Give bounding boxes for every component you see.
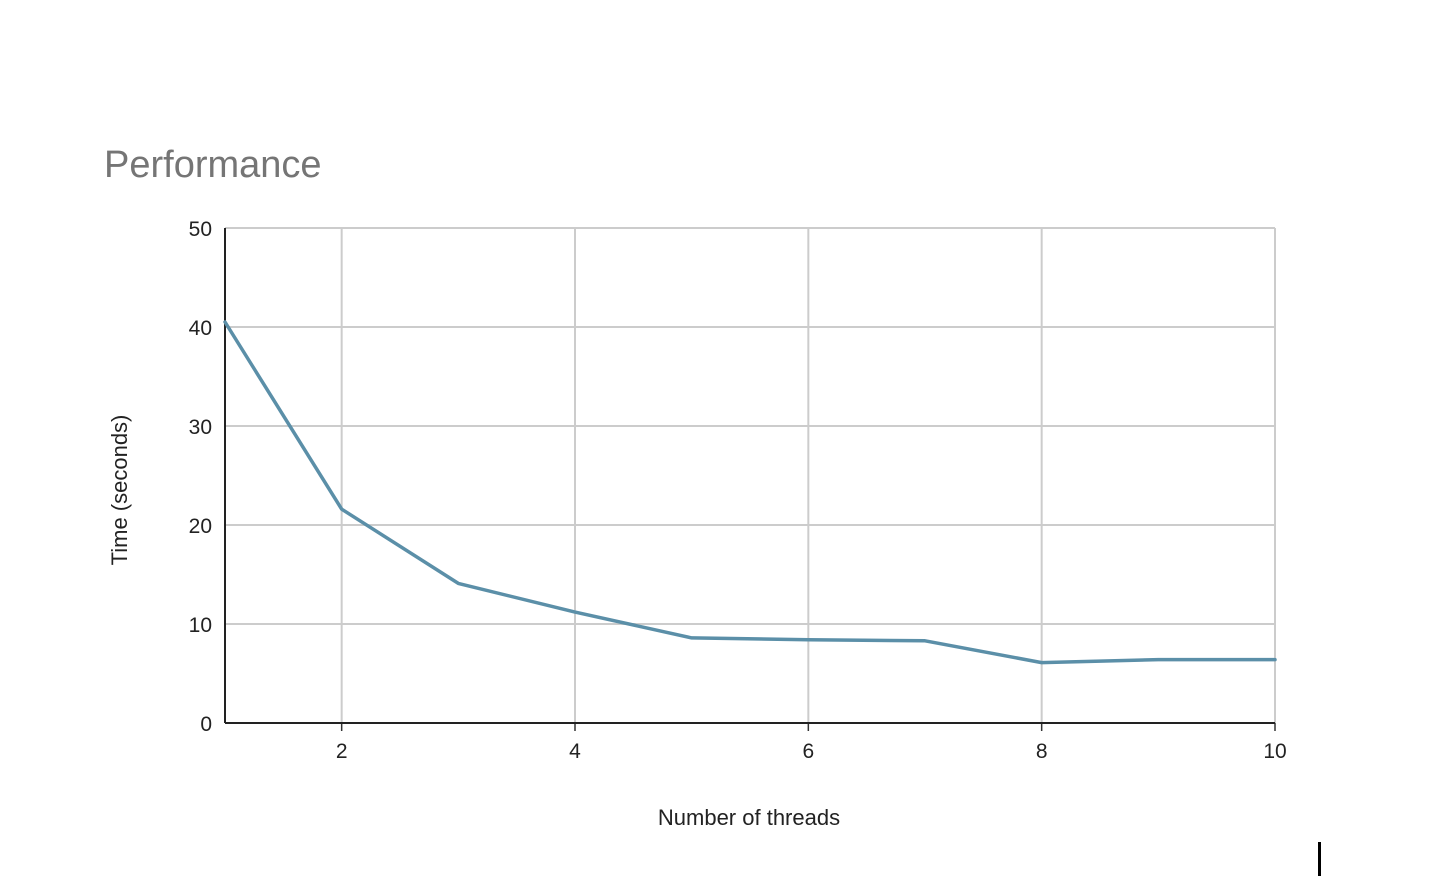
x-tick-label: 2 (336, 740, 348, 763)
series-layer (223, 320, 1277, 665)
y-tick-label: 0 (200, 713, 212, 736)
text-cursor (1318, 842, 1321, 876)
y-tick-label: 40 (189, 317, 212, 340)
data-point (807, 638, 810, 641)
x-axis-tick-labels: 2 4 6 8 10 (336, 740, 1287, 763)
data-point (690, 636, 693, 639)
x-axis-title: Number of threads (658, 805, 840, 830)
data-point (1274, 658, 1277, 661)
y-tick-label: 50 (189, 218, 212, 241)
y-tick-label: 20 (189, 515, 212, 538)
y-axis-tick-labels: 0 10 20 30 40 50 (189, 218, 212, 736)
series-line (223, 320, 1277, 665)
x-tick-label: 8 (1036, 740, 1048, 763)
y-axis-title: Time (seconds) (107, 415, 132, 566)
data-point (1040, 661, 1043, 664)
x-tick-label: 6 (802, 740, 814, 763)
axes (224, 228, 1276, 731)
y-tick-label: 30 (189, 416, 212, 439)
data-point (224, 321, 227, 324)
y-tick-label: 10 (189, 614, 212, 637)
data-point (924, 639, 927, 642)
grid-lines (225, 227, 1276, 723)
data-point (574, 611, 577, 614)
x-tick-label: 10 (1263, 740, 1286, 763)
data-point (340, 508, 343, 511)
data-point (1157, 658, 1160, 661)
chart-title: Performance (104, 144, 322, 186)
data-point (457, 582, 460, 585)
x-tick-label: 4 (569, 740, 581, 763)
